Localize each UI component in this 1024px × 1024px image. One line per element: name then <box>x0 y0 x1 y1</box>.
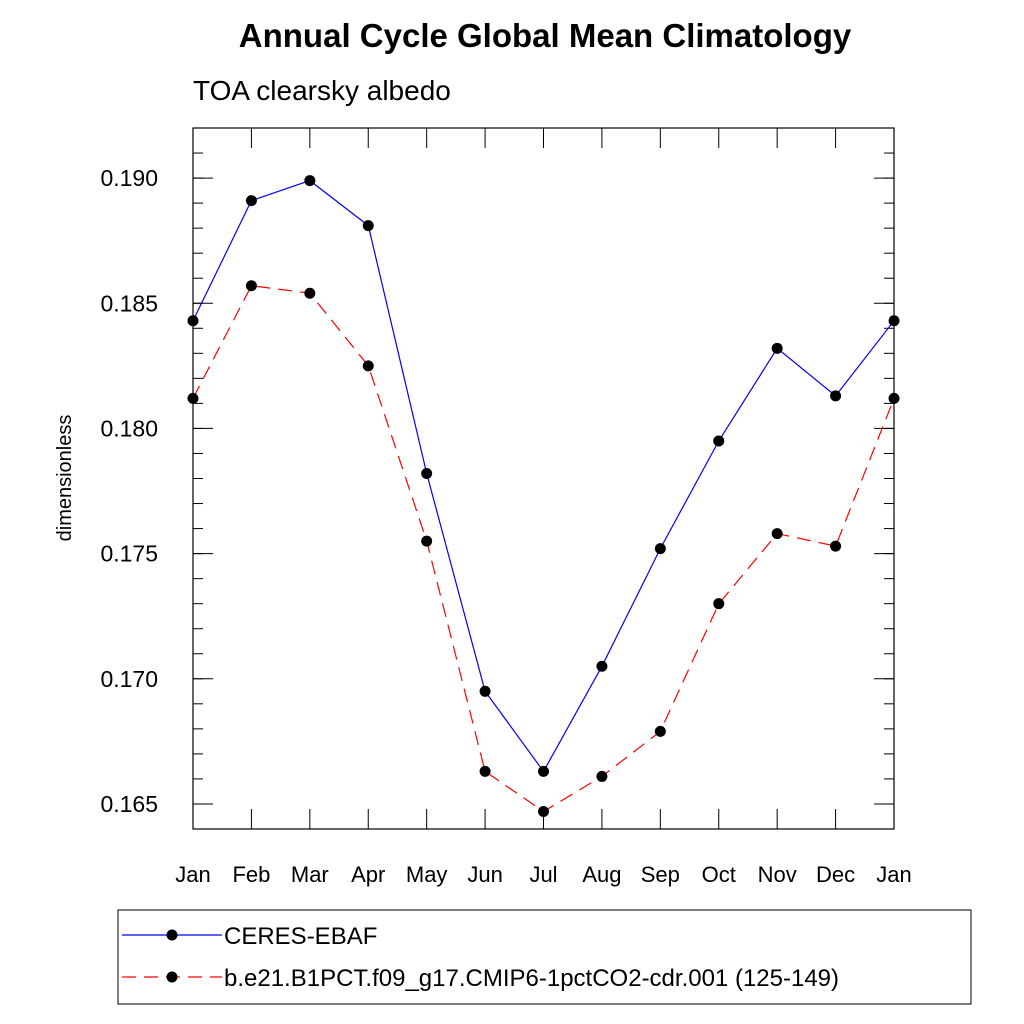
y-tick-label: 0.175 <box>100 541 158 567</box>
series-1-point <box>245 280 257 292</box>
x-tick-labels: Jan Feb Mar Apr May Jun Jul Aug Sep Oct Nov Dec Jan <box>175 862 911 887</box>
y-axis-label: dimensionless <box>54 415 76 542</box>
series-1-point <box>654 725 666 737</box>
x-tick-label: Jan <box>175 862 210 887</box>
series-0-point <box>421 467 433 479</box>
chart-subtitle: TOA clearsky albedo <box>193 75 451 106</box>
series-line-0 <box>192 179 895 773</box>
plot-frame <box>192 127 895 830</box>
x-tick-label: Jan <box>876 862 911 887</box>
series-layer <box>187 175 900 817</box>
axis-ticks <box>192 127 895 830</box>
series-1-point <box>362 360 374 372</box>
series-0-point <box>538 765 549 777</box>
series-1-point <box>713 598 725 610</box>
series-1-point <box>479 765 491 777</box>
series-0-point <box>654 543 666 555</box>
y-tick-label: 0.170 <box>100 666 158 692</box>
legend-marker-model <box>166 971 178 983</box>
legend-marker-ceres <box>166 929 178 941</box>
x-tick-label: May <box>406 862 448 887</box>
x-tick-label: Feb <box>232 862 270 887</box>
legend: CERES-EBAF b.e21.B1PCT.f09_g17.CMIP6-1pc… <box>117 909 972 1005</box>
x-tick-label: Aug <box>582 862 621 887</box>
series-0-point <box>596 660 608 672</box>
y-tick-label: 0.185 <box>100 290 158 316</box>
series-0-point <box>362 220 374 232</box>
legend-label-model: b.e21.B1PCT.f09_g17.CMIP6-1pctCO2-cdr.00… <box>224 965 839 992</box>
y-tick-labels: 0.165 0.170 0.175 0.180 0.185 0.190 <box>100 165 158 817</box>
x-tick-label: Jul <box>529 862 557 887</box>
x-tick-label: Dec <box>816 862 855 887</box>
y-tick-label: 0.180 <box>100 415 158 441</box>
series-0-point <box>830 390 842 402</box>
chart-title: Annual Cycle Global Mean Climatology <box>239 17 852 54</box>
series-1-point <box>830 540 842 552</box>
series-1-point <box>304 287 316 299</box>
y-tick-label: 0.190 <box>100 165 158 191</box>
x-tick-label: Jun <box>467 862 502 887</box>
y-tick-label: 0.165 <box>100 791 158 817</box>
series-0-point <box>771 342 783 354</box>
series-1-point <box>596 770 608 782</box>
series-0-point <box>245 195 257 207</box>
x-tick-label: Sep <box>641 862 680 887</box>
series-1-point <box>771 528 783 540</box>
x-tick-label: Apr <box>351 862 385 887</box>
series-0-point <box>304 175 316 187</box>
series-1-point <box>421 535 433 547</box>
series-0-point <box>713 435 725 447</box>
x-tick-label: Oct <box>702 862 736 887</box>
series-0-point <box>479 685 491 697</box>
legend-label-ceres: CERES-EBAF <box>224 923 377 950</box>
series-1-point <box>538 805 549 817</box>
x-tick-label: Nov <box>758 862 797 887</box>
legend-box <box>117 909 972 1005</box>
series-line-1 <box>192 285 895 813</box>
x-tick-label: Mar <box>291 862 329 887</box>
